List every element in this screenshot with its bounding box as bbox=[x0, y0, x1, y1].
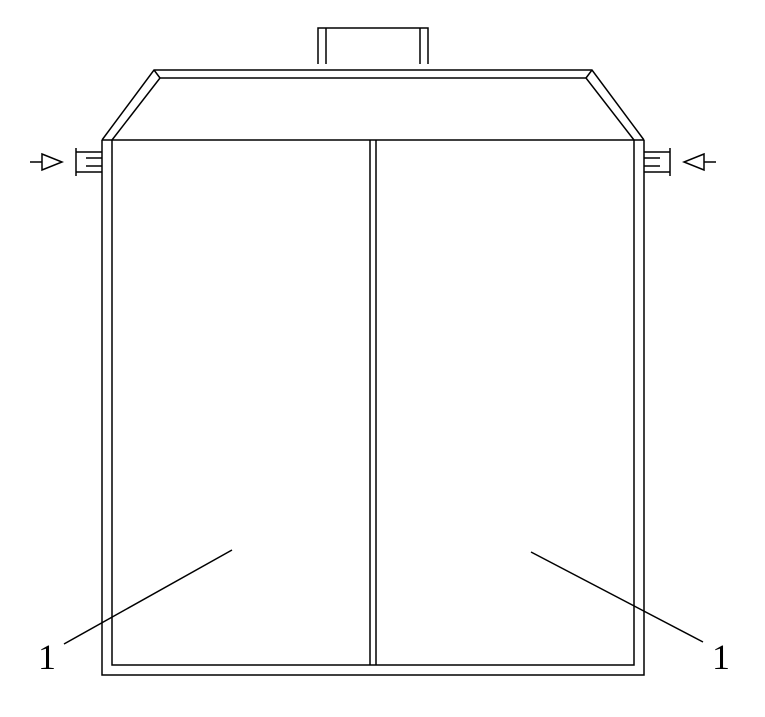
lid-outer bbox=[102, 70, 644, 140]
body-outer bbox=[102, 140, 644, 675]
body-inner bbox=[112, 140, 634, 665]
right-port bbox=[644, 148, 670, 176]
left-inlet-arrow-icon bbox=[30, 154, 62, 170]
top-port bbox=[318, 28, 428, 64]
vessel-diagram bbox=[0, 0, 765, 717]
lid-inner bbox=[112, 78, 634, 140]
diagram-container: 1 1 bbox=[0, 0, 765, 717]
drawing-group bbox=[30, 28, 716, 675]
right-inlet-arrow-icon bbox=[684, 154, 716, 170]
label-left: 1 bbox=[38, 636, 56, 678]
left-port bbox=[76, 148, 102, 176]
label-right: 1 bbox=[712, 636, 730, 678]
leader-line-right bbox=[531, 552, 703, 642]
center-divider bbox=[370, 140, 376, 665]
leader-line-left bbox=[64, 550, 232, 644]
